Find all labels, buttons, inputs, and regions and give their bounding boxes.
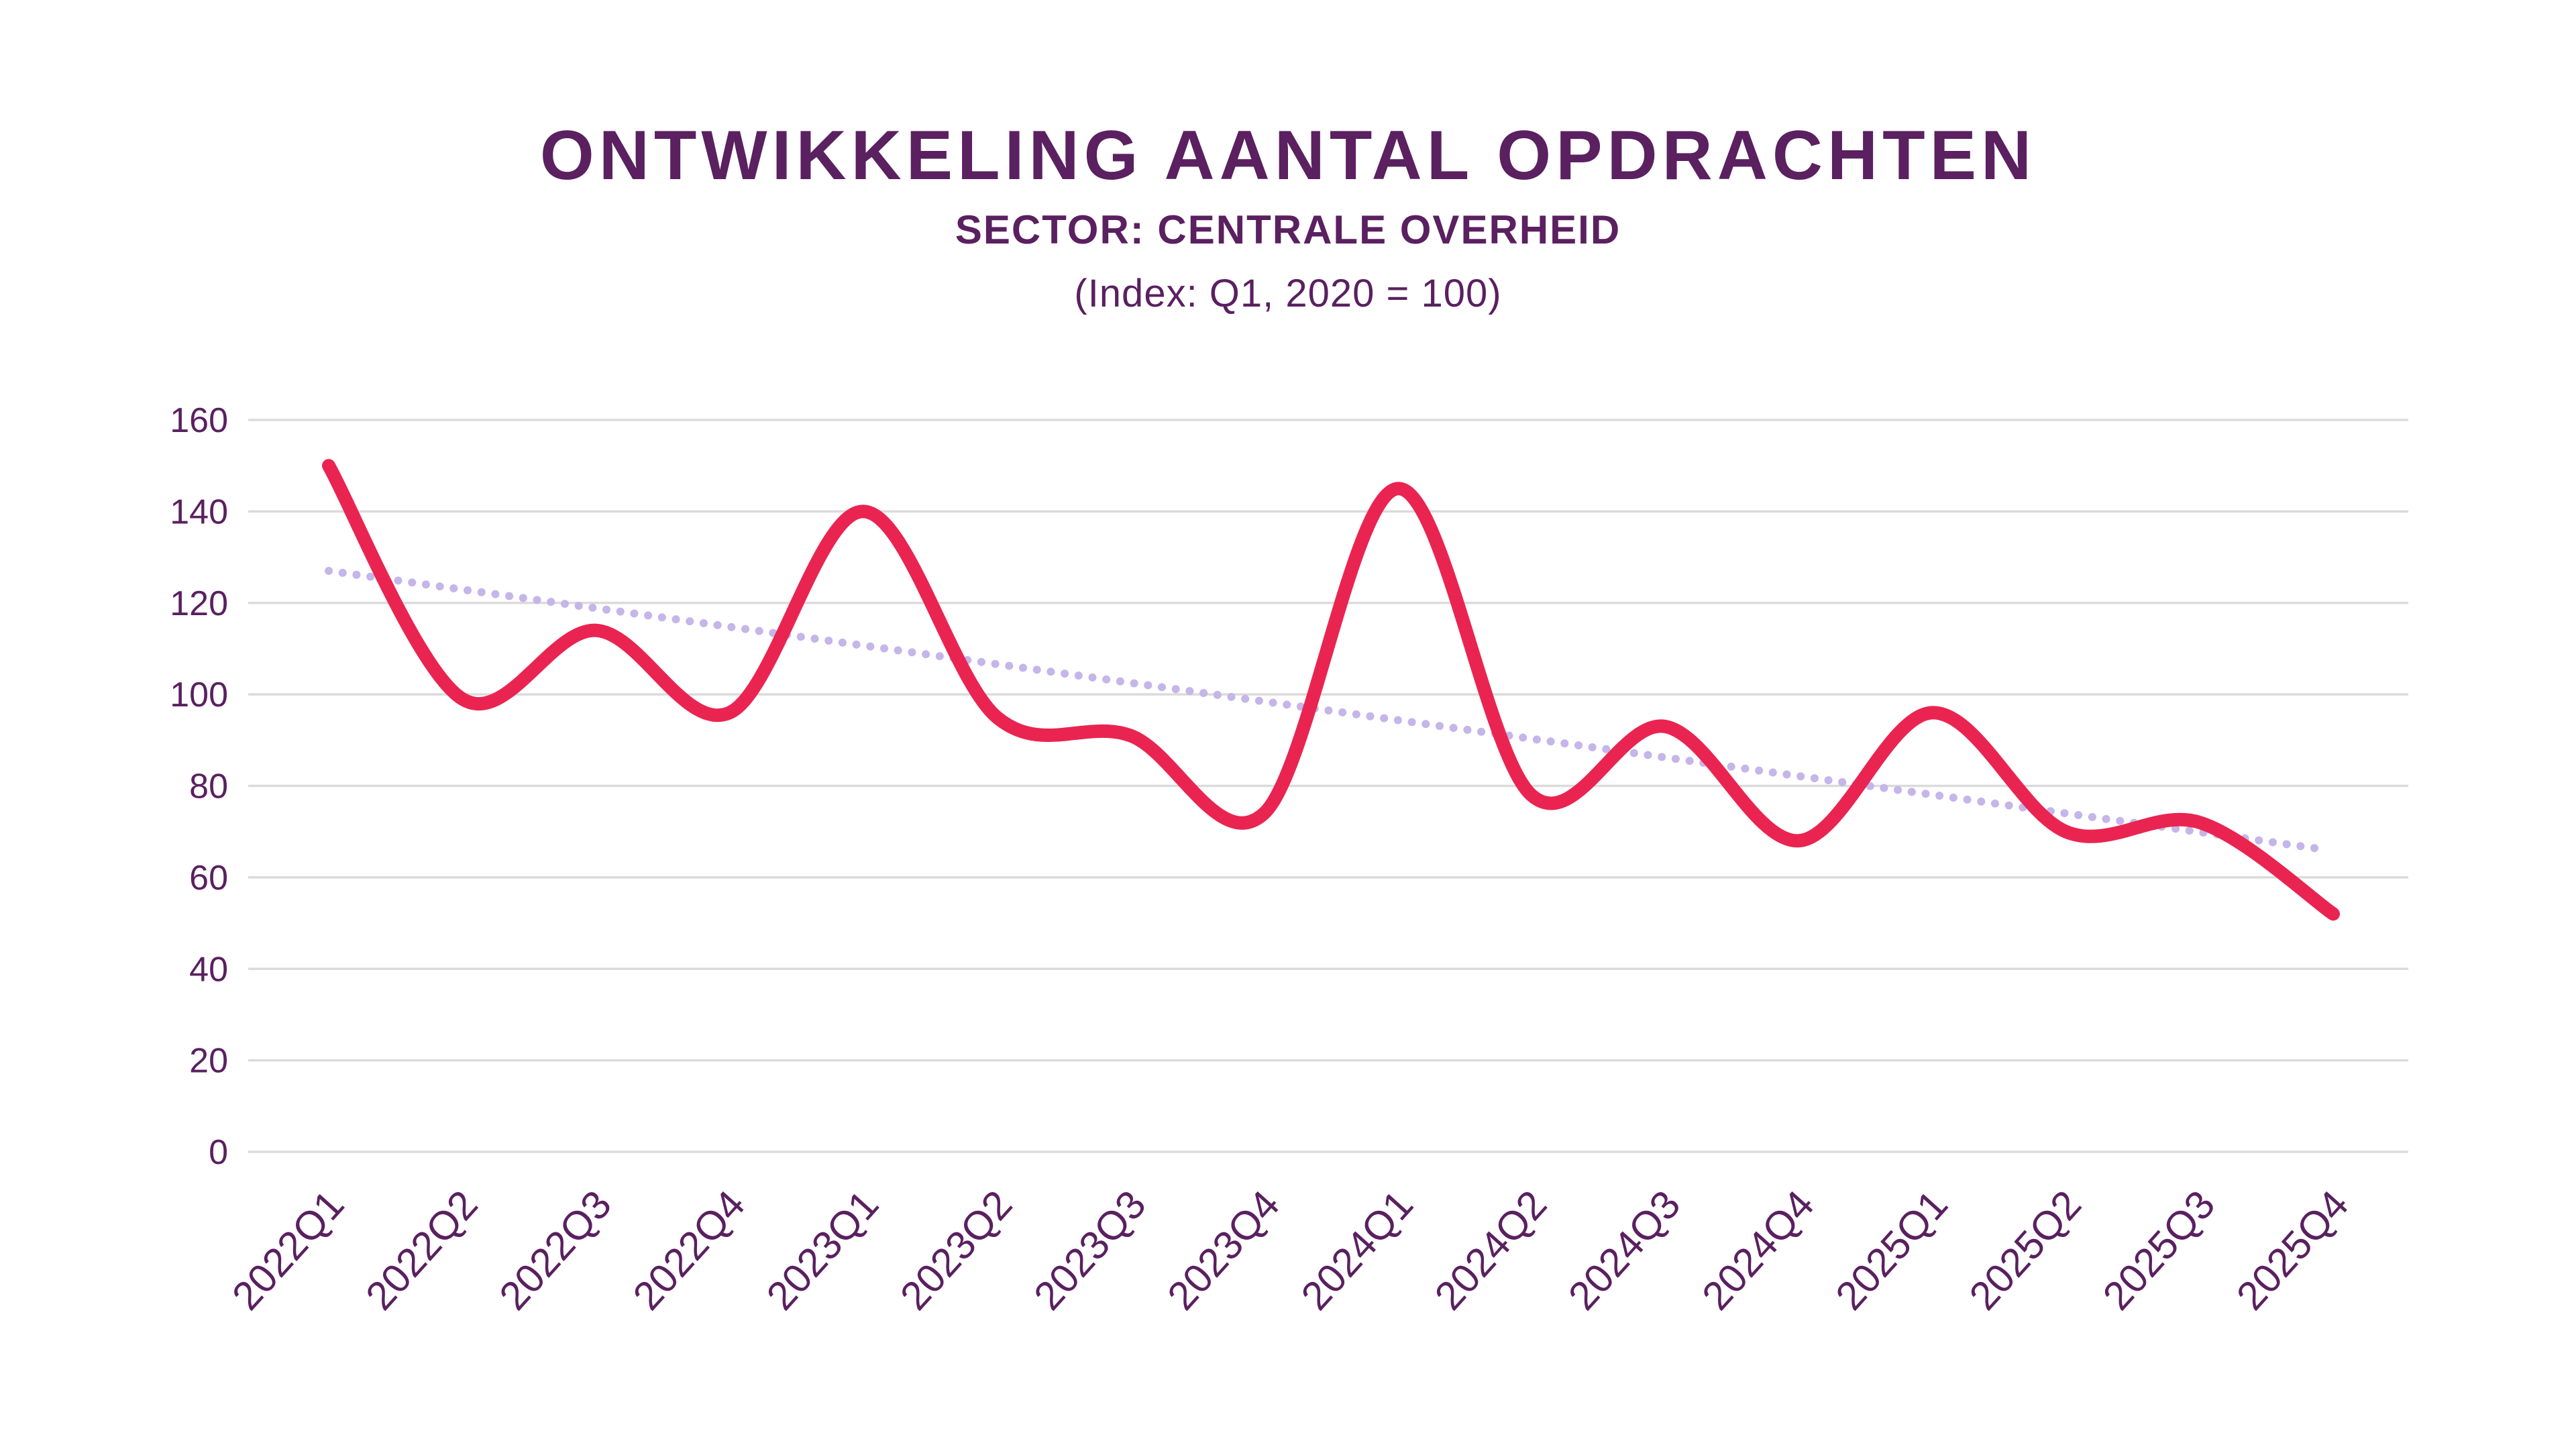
x-axis-label: 2024Q3 xyxy=(1560,1182,1689,1319)
x-axis-label: 2023Q3 xyxy=(1025,1182,1155,1319)
x-axis-label: 2022Q4 xyxy=(625,1182,754,1319)
x-axis-label: 2025Q3 xyxy=(2094,1182,2224,1319)
x-axis-label: 2023Q1 xyxy=(758,1182,888,1319)
x-axis-label: 2022Q3 xyxy=(490,1182,620,1319)
x-axis-label: 2024Q2 xyxy=(1426,1182,1556,1319)
y-axis-label: 140 xyxy=(170,492,228,531)
chart-header: ONTWIKKELING AANTAL OPDRACHTEN SECTOR: C… xyxy=(0,0,2576,315)
y-axis-label: 60 xyxy=(189,859,228,898)
x-axis-label: 2023Q4 xyxy=(1159,1182,1288,1319)
y-axis-label: 100 xyxy=(170,676,228,714)
chart-index-note: (Index: Q1, 2020 = 100) xyxy=(1074,272,1502,316)
chart-title: ONTWIKKELING AANTAL OPDRACHTEN xyxy=(539,117,2037,195)
y-axis-label: 160 xyxy=(170,401,228,440)
y-axis-label: 120 xyxy=(170,584,228,623)
x-axis-label: 2025Q2 xyxy=(1961,1182,2090,1319)
trendline xyxy=(325,567,2332,854)
y-axis-label: 80 xyxy=(189,767,228,806)
x-axis-label: 2024Q4 xyxy=(1693,1182,1823,1319)
x-axis-label: 2023Q2 xyxy=(892,1182,1021,1319)
x-axis-label: 2022Q2 xyxy=(357,1182,486,1319)
x-axis-label: 2025Q4 xyxy=(2228,1182,2357,1319)
y-axis-label: 40 xyxy=(189,950,228,989)
x-axis-label: 2022Q1 xyxy=(223,1182,353,1319)
y-axis-label: 20 xyxy=(189,1042,228,1081)
series-line xyxy=(322,459,2340,921)
x-axis-label: 2025Q1 xyxy=(1827,1182,1956,1319)
chart-subtitle: SECTOR: CENTRALE OVERHEID xyxy=(955,207,1621,253)
y-axis-label: 0 xyxy=(209,1133,228,1172)
x-axis-label: 2024Q1 xyxy=(1293,1182,1422,1319)
